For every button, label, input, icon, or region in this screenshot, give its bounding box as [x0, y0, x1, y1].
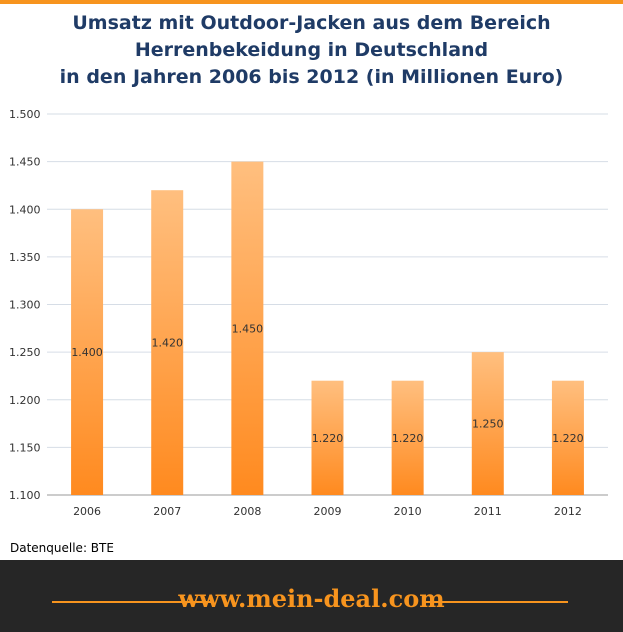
- axis-ticks: 1.100 1.150 1.200 1.250 1.300 1.350 1.400 1.450…: [9, 108, 582, 518]
- y-tick-label: 1.200: [9, 394, 41, 407]
- y-tick-label: 1.250: [9, 346, 41, 359]
- y-tick-label: 1.350: [9, 251, 41, 264]
- bar-chart: 1.400 1.420 1.450 1.220 1.220 1.250 1.220 1.10…: [9, 108, 608, 518]
- y-tick-label: 1.400: [9, 203, 41, 216]
- x-tick-label: 2006: [73, 505, 101, 518]
- bar: [391, 380, 424, 495]
- bars: 1.400 1.420 1.450 1.220 1.220 1.250 1.220: [71, 161, 584, 495]
- bar: [151, 190, 184, 495]
- bar-value-label: 1.220: [392, 432, 424, 445]
- chart-title-line-2: Herrenbekeidung in Deutschland: [134, 39, 489, 61]
- bar-value-label: 1.220: [312, 432, 344, 445]
- bar: [71, 209, 104, 495]
- bar-value-label: 1.400: [71, 346, 103, 359]
- bar: [231, 161, 264, 495]
- footer-rule-left: [52, 601, 214, 603]
- x-tick-label: 2009: [314, 505, 342, 518]
- footer-banner: www.mein-deal.com: [0, 560, 623, 632]
- footer-rule-right: [424, 601, 568, 603]
- y-tick-label: 1.450: [9, 156, 41, 169]
- top-accent-rule: [0, 0, 623, 4]
- y-tick-label: 1.150: [9, 441, 41, 454]
- footer-brand[interactable]: www.mein-deal.com: [178, 584, 445, 613]
- y-tick-label: 1.300: [9, 299, 41, 312]
- bar: [551, 380, 584, 495]
- bar: [471, 352, 504, 495]
- gridlines: [47, 113, 608, 496]
- bar-value-label: 1.450: [232, 322, 264, 335]
- x-tick-label: 2012: [554, 505, 582, 518]
- bar-value-label: 1.420: [151, 337, 183, 350]
- x-tick-label: 2007: [153, 505, 181, 518]
- chart-title: Umsatz mit Outdoor-Jacken aus dem Bereic…: [0, 10, 623, 91]
- y-tick-label: 1.500: [9, 108, 41, 121]
- data-source: Datenquelle: BTE: [10, 541, 114, 555]
- x-tick-label: 2011: [474, 505, 502, 518]
- bar-value-label: 1.250: [472, 418, 504, 431]
- bar-value-label: 1.220: [552, 432, 584, 445]
- y-tick-label: 1.100: [9, 489, 41, 502]
- x-tick-label: 2010: [394, 505, 422, 518]
- chart-title-line-1: Umsatz mit Outdoor-Jacken aus dem Bereic…: [72, 12, 551, 34]
- chart-title-line-3: in den Jahren 2006 bis 2012 (in Millione…: [59, 66, 564, 88]
- x-tick-label: 2008: [233, 505, 261, 518]
- bar: [311, 380, 344, 495]
